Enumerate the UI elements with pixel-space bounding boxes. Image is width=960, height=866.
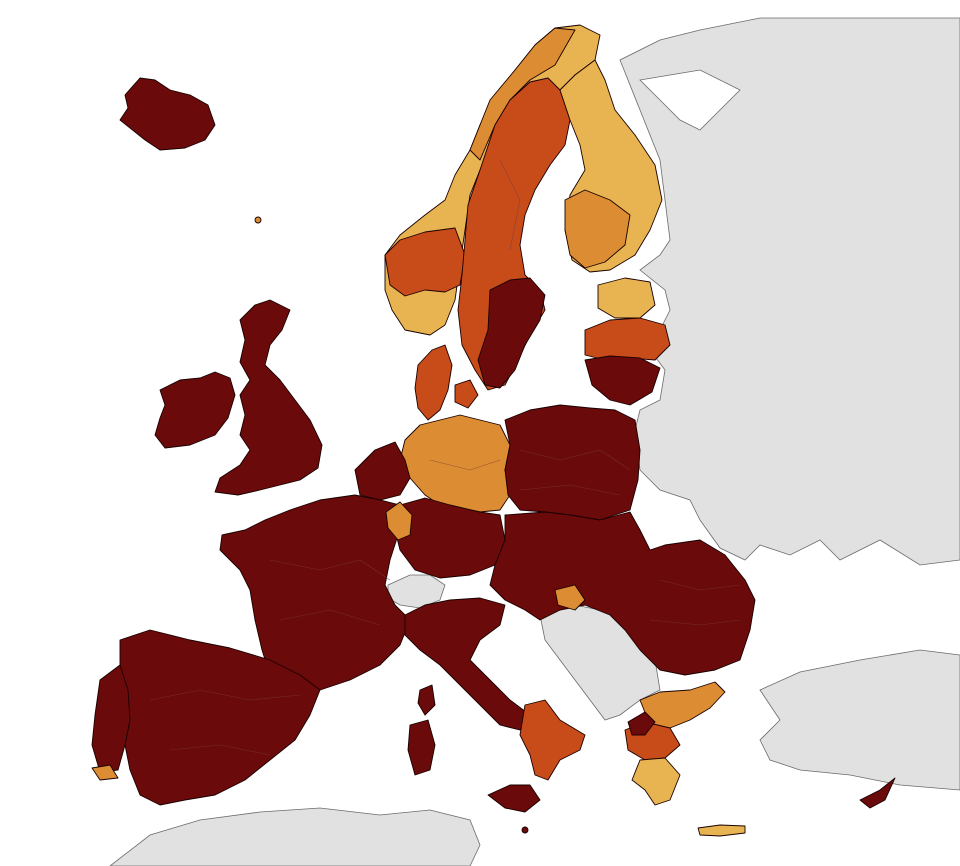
iceland	[119, 77, 216, 151]
white-sea	[639, 69, 741, 131]
sardinia	[407, 719, 436, 776]
croatia-orange-patch	[554, 584, 586, 611]
crete	[697, 824, 746, 837]
latvia	[584, 317, 671, 361]
finland-south	[564, 189, 631, 269]
russia-east-region	[619, 17, 960, 566]
estonia	[597, 277, 656, 319]
portugal	[91, 664, 131, 773]
sweden-south	[477, 277, 546, 389]
greece-west-dark	[627, 711, 656, 736]
lithuania	[584, 355, 661, 406]
poland	[504, 404, 641, 521]
france	[219, 494, 411, 691]
non-member-areas	[109, 17, 960, 866]
spain-orange-tip	[91, 764, 119, 781]
norway-north	[469, 27, 576, 161]
france-orange-patch	[385, 501, 413, 541]
north-africa-region	[109, 807, 481, 866]
great-britain	[214, 299, 323, 496]
denmark	[414, 344, 453, 421]
italy-south	[519, 699, 586, 781]
corsica	[417, 684, 436, 716]
denmark-islands	[454, 379, 479, 409]
malta	[521, 826, 529, 834]
ireland	[154, 371, 236, 449]
benelux	[354, 441, 411, 501]
norway-west	[384, 227, 466, 297]
internal-borders	[149, 159, 741, 756]
turkey-region	[759, 649, 960, 791]
central-europe	[489, 511, 756, 676]
italy-north	[404, 597, 531, 731]
sicily	[487, 784, 541, 813]
greece-south	[631, 757, 681, 806]
cyprus	[859, 777, 896, 809]
faroe-islands	[254, 216, 262, 224]
